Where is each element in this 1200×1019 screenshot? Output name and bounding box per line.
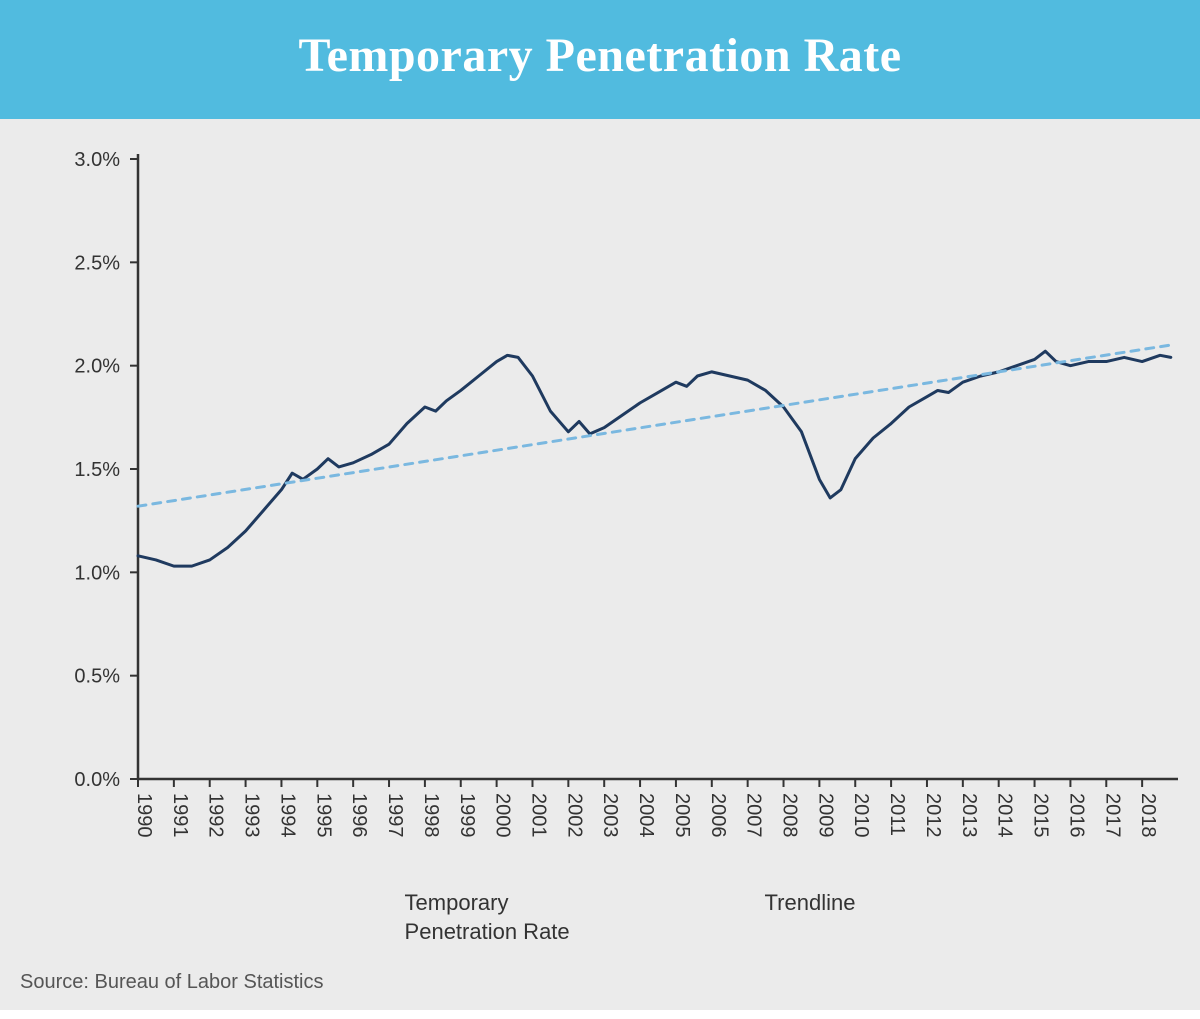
svg-text:1990: 1990: [133, 793, 155, 838]
svg-text:1994: 1994: [276, 793, 298, 838]
legend-label-trendline: Trendline: [765, 889, 856, 918]
svg-text:1.5%: 1.5%: [74, 459, 120, 481]
svg-text:2009: 2009: [814, 793, 836, 838]
svg-text:2006: 2006: [707, 793, 729, 838]
svg-text:1992: 1992: [205, 793, 227, 838]
legend-label-penetration: Temporary Penetration Rate: [405, 889, 605, 946]
svg-text:2012: 2012: [922, 793, 944, 838]
svg-text:2008: 2008: [779, 793, 801, 838]
svg-text:1995: 1995: [312, 793, 334, 838]
svg-text:2014: 2014: [994, 793, 1016, 838]
svg-text:1997: 1997: [384, 793, 406, 838]
svg-text:1.0%: 1.0%: [74, 562, 120, 584]
chart-container: Temporary Penetration Rate 0.0% 0.5% 1.0% 1…: [0, 0, 1200, 1010]
svg-text:2016: 2016: [1065, 793, 1087, 838]
svg-text:2003: 2003: [599, 793, 621, 838]
svg-text:2017: 2017: [1101, 793, 1123, 838]
svg-text:2004: 2004: [635, 793, 657, 838]
chart-header: Temporary Penetration Rate: [0, 0, 1200, 119]
svg-text:1999: 1999: [456, 793, 478, 838]
svg-text:2002: 2002: [563, 793, 585, 838]
svg-text:2007: 2007: [743, 793, 765, 838]
svg-text:3.0%: 3.0%: [74, 149, 120, 171]
svg-text:2011: 2011: [886, 793, 908, 836]
svg-text:0.5%: 0.5%: [74, 666, 120, 688]
chart-svg: 0.0% 0.5% 1.0% 1.5% 2.0% 2.5% 3.0% 1990 1991 1992…: [30, 149, 1190, 869]
chart-plot-wrapper: 0.0% 0.5% 1.0% 1.5% 2.0% 2.5% 3.0% 1990 1991 1992…: [0, 119, 1200, 879]
svg-text:2013: 2013: [958, 793, 980, 838]
svg-text:2010: 2010: [850, 793, 872, 838]
chart-title: Temporary Penetration Rate: [0, 28, 1200, 83]
svg-text:2018: 2018: [1137, 793, 1159, 838]
svg-text:2005: 2005: [671, 793, 693, 838]
svg-text:2000: 2000: [492, 793, 514, 838]
legend-item-penetration: Temporary Penetration Rate: [345, 889, 605, 946]
chart-source: Source: Bureau of Labor Statistics: [0, 971, 1200, 1010]
svg-text:1993: 1993: [241, 793, 263, 838]
svg-text:0.0%: 0.0%: [74, 769, 120, 791]
svg-text:2001: 2001: [527, 793, 549, 838]
svg-text:2.0%: 2.0%: [74, 356, 120, 378]
svg-text:1998: 1998: [420, 793, 442, 838]
legend-item-trendline: Trendline: [705, 889, 856, 946]
chart-legend: Temporary Penetration Rate Trendline: [0, 879, 1200, 971]
svg-text:2015: 2015: [1030, 793, 1052, 838]
svg-text:1996: 1996: [348, 793, 370, 838]
svg-text:2.5%: 2.5%: [74, 252, 120, 274]
svg-text:1991: 1991: [169, 793, 191, 838]
